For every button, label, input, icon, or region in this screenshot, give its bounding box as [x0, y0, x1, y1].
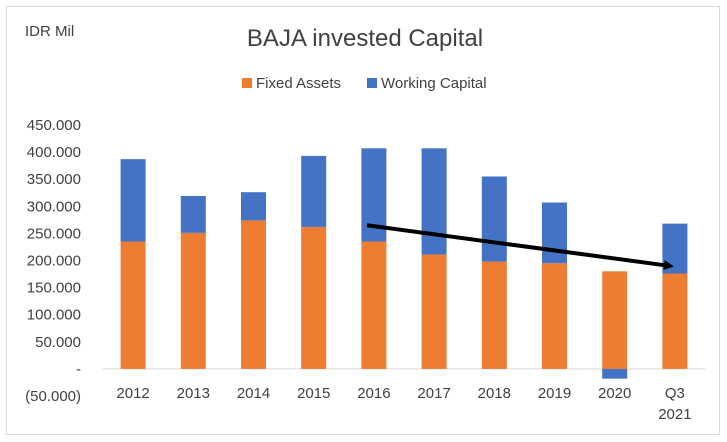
- y-tick-label: 100.000: [27, 307, 81, 324]
- x-tick-label: 2019: [538, 385, 571, 402]
- legend: Fixed Assets Working Capital: [242, 75, 487, 92]
- bar-working-capital-2012: [120, 159, 146, 242]
- bar-working-capital-2015: [301, 155, 327, 227]
- bar-working-capital-2014: [241, 192, 266, 221]
- y-tick-label: -: [76, 361, 81, 378]
- y-axis-ticks: 450.000 400.000 350.000 300.000 250.000 200.0…: [25, 117, 81, 405]
- x-tick-label-line2: 2021: [658, 406, 691, 423]
- bar-fixed-assets-2012: [120, 241, 146, 369]
- x-tick-label: 2012: [116, 385, 149, 402]
- bar-fixed-assets-2018: [481, 261, 507, 369]
- bar-fixed-assets-2013: [180, 232, 206, 369]
- y-tick-label: 250.000: [27, 225, 81, 242]
- x-tick-label: Q3: [665, 385, 685, 402]
- legend-swatch-fixed-assets: [242, 78, 252, 88]
- bar-fixed-assets-2019: [542, 263, 567, 369]
- y-tick-label: 150.000: [27, 280, 81, 297]
- bar-fixed-assets-2020: [602, 271, 628, 369]
- x-tick-label: 2020: [598, 385, 631, 402]
- bar-working-capital-2013: [180, 196, 206, 233]
- bar-working-capital-2020: [602, 368, 628, 379]
- legend-label-working-capital: Working Capital: [381, 75, 487, 92]
- y-tick-label: 350.000: [27, 171, 81, 188]
- y-tick-label: (50.000): [25, 388, 81, 405]
- y-tick-label: 400.000: [27, 144, 81, 161]
- y-tick-label: 450.000: [27, 117, 81, 134]
- chart-title: BAJA invested Capital: [247, 25, 483, 52]
- bar-fixed-assets-2015: [301, 226, 327, 369]
- bar-fixed-assets-2014: [241, 220, 266, 369]
- trend-arrow: [366, 223, 674, 271]
- y-tick-label: 200.000: [27, 253, 81, 270]
- y-tick-label: 300.000: [27, 198, 81, 215]
- x-tick-label: 2013: [177, 385, 210, 402]
- x-tick-label: 2015: [297, 385, 330, 402]
- bar-working-capital-2017: [421, 148, 447, 255]
- bar-working-capital-2019: [542, 202, 567, 264]
- x-tick-label: 2016: [357, 385, 390, 402]
- unit-label: IDR Mil: [25, 23, 74, 40]
- y-tick-label: 50.000: [35, 334, 81, 351]
- x-axis-ticks: 2012 2013 2014 2015 2016 2017 2018 2019 2020 Q3 20…: [116, 385, 691, 423]
- bar-fixed-assets-2016: [361, 241, 387, 369]
- x-tick-label: 2018: [478, 385, 511, 402]
- x-tick-label: 2014: [237, 385, 270, 402]
- x-tick-label: 2017: [417, 385, 450, 402]
- bar-fixed-assets-q3-2021: [662, 273, 688, 369]
- legend-swatch-working-capital: [367, 78, 377, 88]
- bar-fixed-assets-2017: [421, 254, 447, 369]
- bars-group: [120, 148, 688, 379]
- bar-working-capital-2018: [481, 176, 507, 262]
- legend-label-fixed-assets: Fixed Assets: [256, 75, 341, 92]
